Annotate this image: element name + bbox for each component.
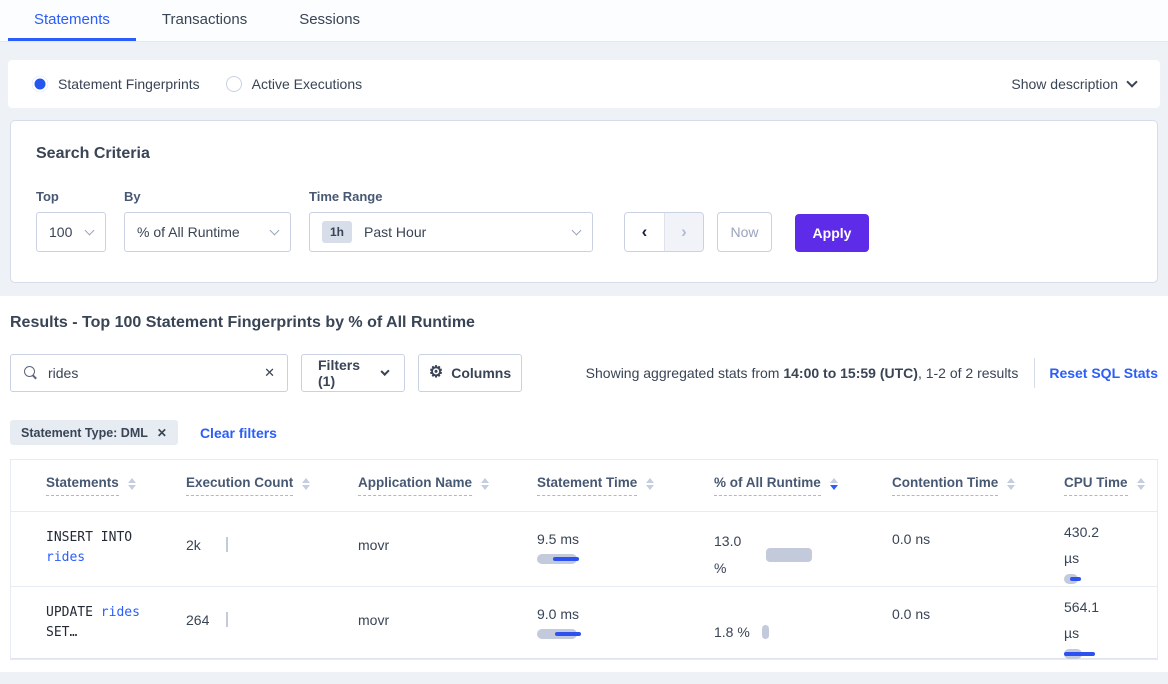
- column-header-contention-time[interactable]: Contention Time: [892, 475, 1064, 496]
- sort-icon[interactable]: [127, 477, 136, 490]
- filters-button[interactable]: Filters (1): [301, 354, 405, 392]
- search-input[interactable]: [48, 365, 265, 381]
- chevron-down-icon: [269, 225, 280, 236]
- top-tab-bar: Statements Transactions Sessions: [0, 0, 1168, 42]
- radio-unselected-icon: [225, 76, 242, 92]
- sort-icon[interactable]: [646, 477, 655, 490]
- top-select[interactable]: 100: [36, 212, 106, 252]
- clear-filters-link[interactable]: Clear filters: [199, 424, 277, 441]
- statement-time-cell: 9.5 ms: [537, 512, 714, 586]
- execution-count-cell: 2k: [186, 512, 358, 586]
- count-bar: [226, 612, 228, 627]
- tab-sessions[interactable]: Sessions: [299, 11, 361, 28]
- show-description-toggle[interactable]: Show description: [1011, 76, 1138, 92]
- tab-transactions[interactable]: Transactions: [161, 11, 248, 28]
- stats-suffix: , 1-2 of 2 results: [917, 365, 1019, 381]
- remove-filter-icon[interactable]: ✕: [156, 425, 167, 440]
- contention-time-cell: 0.0 ns: [892, 606, 931, 622]
- top-field: Top 100: [36, 189, 106, 252]
- apply-button[interactable]: Apply: [795, 214, 869, 252]
- view-toggle-card: Statement Fingerprints Active Executions…: [8, 60, 1160, 108]
- chevron-down-icon: [1126, 76, 1138, 88]
- results-heading: Results - Top 100 Statement Fingerprints…: [10, 314, 475, 331]
- clear-search-icon[interactable]: ✕: [264, 365, 275, 380]
- column-header-application-name[interactable]: Application Name: [358, 475, 537, 496]
- sort-icon[interactable]: [1007, 477, 1016, 490]
- chevron-down-icon: [380, 366, 390, 377]
- aggregated-stats-text: Showing aggregated stats from 14:00 to 1…: [586, 365, 1019, 381]
- chevron-down-icon: [571, 225, 582, 236]
- radio-label: Active Executions: [251, 76, 363, 92]
- filters-label: Filters (1): [318, 357, 361, 389]
- filter-chip-statement-type[interactable]: Statement Type: DML ✕: [10, 420, 178, 445]
- application-name-cell: movr: [358, 537, 390, 553]
- table-row: UPDATE rides SET… 264 movr 9.0 ms 1.8 % …: [11, 587, 1157, 659]
- statement-time-bar: [537, 629, 714, 639]
- tab-statements[interactable]: Statements: [8, 0, 136, 41]
- radio-selected-icon: [32, 76, 48, 92]
- filter-chip-label: Statement Type: DML: [21, 425, 148, 440]
- radio-statement-fingerprints[interactable]: Statement Fingerprints: [32, 76, 200, 92]
- table-header-row: Statements Execution Count Application N…: [11, 460, 1157, 512]
- column-header-execution-count[interactable]: Execution Count: [186, 475, 358, 496]
- by-select-value: % of All Runtime: [137, 224, 240, 240]
- cpu-time-cell: 564.1 µs: [1064, 587, 1157, 659]
- column-header-pct-all-runtime[interactable]: % of All Runtime: [714, 475, 892, 496]
- top-select-value: 100: [49, 224, 73, 240]
- contention-time-cell: 0.0 ns: [892, 531, 931, 547]
- radio-label: Statement Fingerprints: [58, 76, 200, 92]
- time-range-field: Time Range 1h Past Hour: [309, 189, 593, 252]
- cpu-time-bar: [1064, 573, 1157, 584]
- statement-link[interactable]: rides: [100, 605, 140, 620]
- time-nav-group: ‹ ›: [624, 212, 704, 252]
- time-range-select[interactable]: 1h Past Hour: [309, 212, 593, 252]
- statement-link[interactable]: rides: [46, 550, 86, 566]
- pct-runtime-cell: 13.0 %: [714, 512, 892, 586]
- sort-icon-active[interactable]: [829, 477, 838, 490]
- time-next-button[interactable]: ›: [664, 213, 703, 251]
- chevron-down-icon: [84, 225, 95, 236]
- column-header-statement-time[interactable]: Statement Time: [537, 475, 714, 496]
- time-range-badge: 1h: [322, 221, 353, 243]
- cpu-time-cell: 430.2 µs: [1064, 512, 1157, 586]
- reset-sql-stats-link[interactable]: Reset SQL Stats: [1049, 365, 1158, 381]
- column-header-statements[interactable]: Statements: [11, 475, 186, 496]
- pct-runtime-cell: 1.8 %: [714, 587, 892, 658]
- by-field: By % of All Runtime: [124, 189, 291, 252]
- statement-time-cell: 9.0 ms: [537, 587, 714, 658]
- results-section: Results - Top 100 Statement Fingerprints…: [0, 296, 1168, 672]
- statements-table: Statements Execution Count Application N…: [10, 459, 1158, 660]
- statement-cell[interactable]: UPDATE rides SET…: [46, 605, 140, 641]
- show-description-label: Show description: [1011, 76, 1118, 92]
- by-label: By: [124, 189, 141, 204]
- stats-time-range: 14:00 to 15:59 (UTC): [783, 365, 918, 381]
- time-range-value: Past Hour: [364, 224, 427, 240]
- time-prev-button[interactable]: ‹: [625, 213, 664, 251]
- cpu-time-bar: [1064, 648, 1157, 659]
- statement-time-bar: [537, 554, 714, 564]
- columns-label: Columns: [451, 365, 512, 381]
- top-label: Top: [36, 189, 59, 204]
- sort-icon[interactable]: [302, 477, 311, 490]
- now-button[interactable]: Now: [717, 212, 772, 252]
- search-criteria-card: Search Criteria Top 100 By % of All Runt…: [10, 120, 1158, 283]
- column-header-cpu-time[interactable]: CPU Time: [1064, 475, 1157, 496]
- search-criteria-title: Search Criteria: [36, 145, 150, 162]
- gear-icon: ⚙: [428, 364, 444, 381]
- vertical-divider: [1034, 358, 1036, 388]
- table-row: INSERT INTO rides 2k movr 9.5 ms 13.0 % …: [11, 512, 1157, 587]
- columns-button[interactable]: ⚙ Columns: [418, 354, 522, 392]
- count-bar: [226, 537, 228, 552]
- statement-cell[interactable]: INSERT INTO rides: [46, 530, 133, 566]
- stats-prefix: Showing aggregated stats from: [585, 365, 784, 381]
- search-icon: [23, 365, 39, 381]
- time-range-label: Time Range: [309, 189, 383, 204]
- sort-icon[interactable]: [481, 477, 490, 490]
- by-select[interactable]: % of All Runtime: [124, 212, 291, 252]
- execution-count-cell: 264: [186, 587, 358, 658]
- application-name-cell: movr: [358, 612, 390, 628]
- radio-active-executions[interactable]: Active Executions: [225, 76, 363, 92]
- sort-icon[interactable]: [1136, 477, 1145, 490]
- results-search-box: ✕: [10, 354, 288, 392]
